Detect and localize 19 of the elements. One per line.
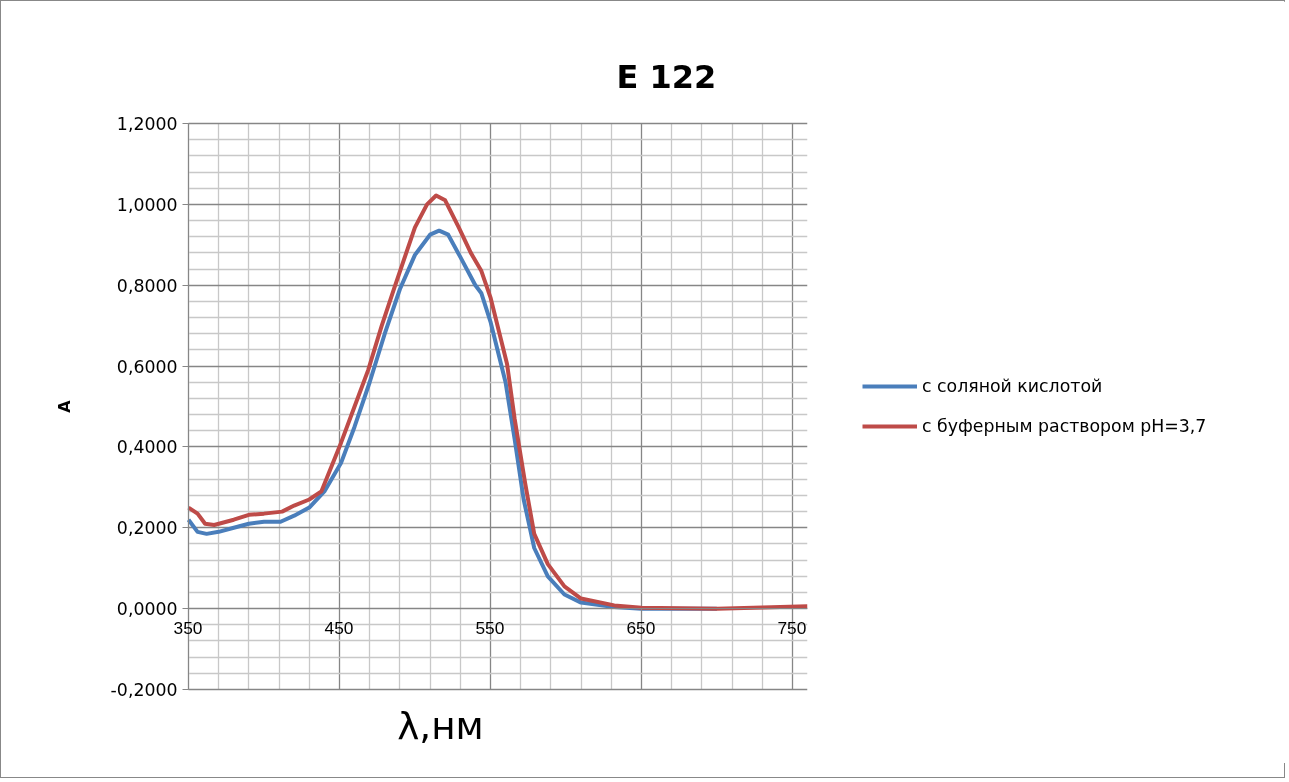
y-axis-title: A [54,399,74,413]
y-tick-label: 0,6000 [116,356,178,377]
x-tick-label: 650 [626,618,656,640]
y-tick-label: 0,0000 [116,599,178,620]
line-series [186,193,808,611]
legend-label: с буферным раствором pH=3,7 [922,416,1207,436]
chart-title: E 122 [616,57,717,96]
x-tick-label: 750 [777,618,807,640]
y-tick-label: 1,0000 [116,194,178,215]
y-tick-label: 1,2000 [116,114,178,134]
legend-label: с соляной кислотой [922,376,1103,396]
y-tick-label: 0,4000 [116,437,178,458]
y-tick-label: -0,2000 [110,680,178,700]
x-tick-label: 450 [324,618,354,640]
x-tick-label: 550 [475,618,505,640]
x-axis-title: λ,нм [397,703,484,748]
x-tick-label: 350 [173,618,203,640]
y-tick-label: 0,2000 [116,518,178,539]
y-tick-label: 0,8000 [116,275,178,296]
